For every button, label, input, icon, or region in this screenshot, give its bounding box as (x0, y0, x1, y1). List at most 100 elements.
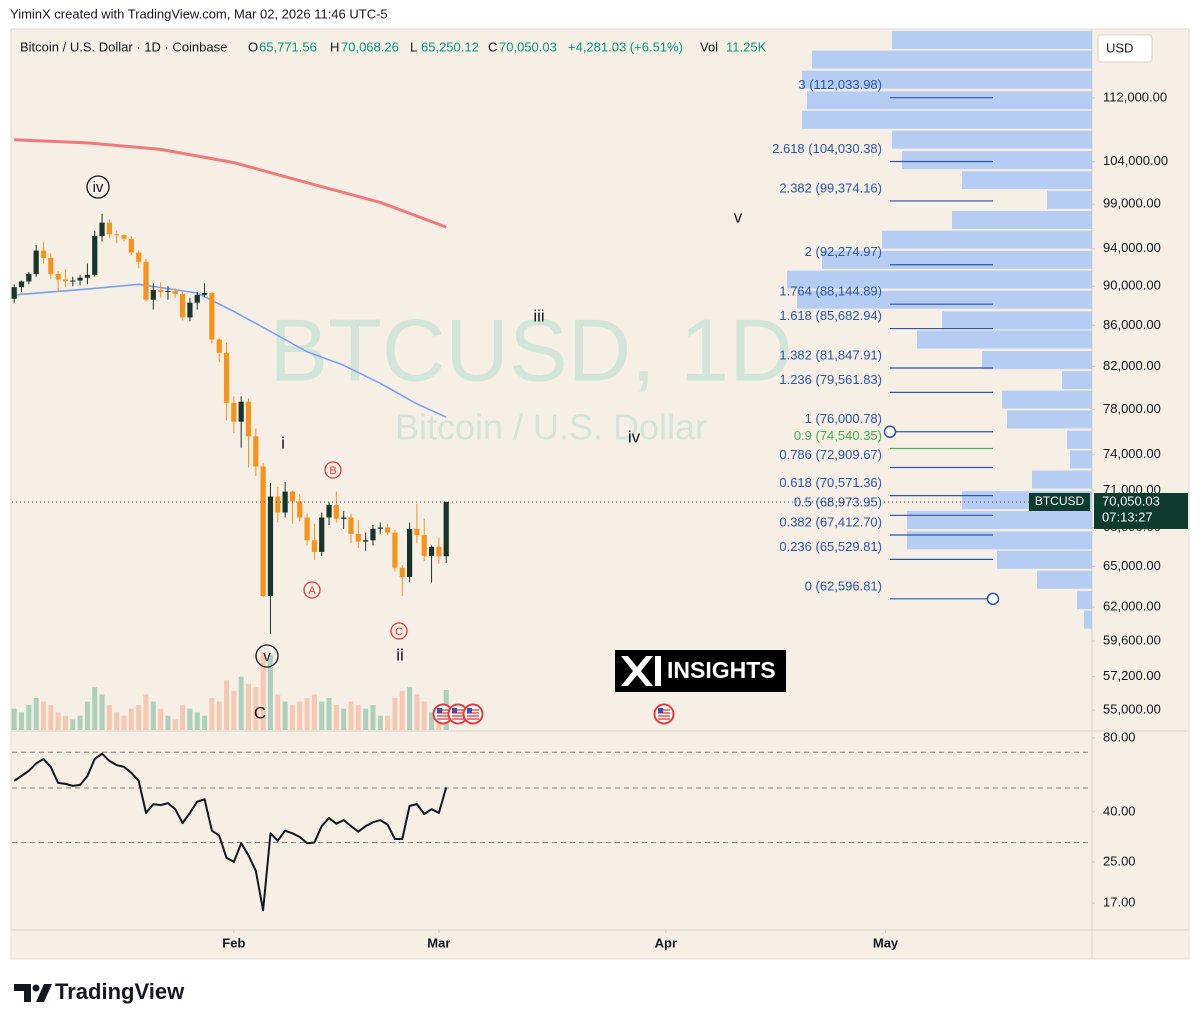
candle-body (26, 273, 32, 282)
legend-key: O (248, 39, 258, 54)
candle-body (55, 273, 61, 280)
wave-label: iv (628, 427, 641, 446)
y-tick-label: 59,600.00 (1103, 632, 1161, 647)
event-flag-canton (467, 708, 472, 713)
legend-vol-value: 11.25K (726, 39, 767, 54)
volume-bar (114, 712, 120, 730)
candle-body (40, 250, 47, 259)
volume-profile-row (1070, 450, 1092, 469)
volume-profile-row (787, 270, 1092, 289)
candle-body (282, 491, 288, 513)
candle-body (406, 528, 413, 578)
candle-body (99, 222, 105, 237)
legend-vol-key: Vol (700, 39, 718, 54)
price-tag-value: 70,050.03 (1102, 493, 1160, 508)
volume-bar (99, 694, 105, 730)
candle-body (11, 287, 17, 299)
rsi-line (13, 752, 448, 912)
volume-bar (106, 705, 112, 730)
volume-bar (202, 715, 208, 730)
fib-label: 1.236 (79,561.83) (779, 372, 882, 387)
fib-label: 0.5 (68,973.95) (794, 495, 882, 510)
rsi-tick-label: 25.00 (1103, 853, 1136, 868)
volume-profile-row (1037, 570, 1092, 589)
volume-profile-row (807, 91, 1092, 110)
volume-profile-row (1047, 190, 1092, 209)
y-tick-label: 82,000.00 (1103, 358, 1161, 373)
volume-bar (92, 687, 98, 730)
fib-label: 0.786 (72,909.67) (779, 447, 882, 462)
fib-handle (883, 425, 897, 439)
volume-profile-row (962, 171, 1092, 190)
candle-body (304, 517, 310, 541)
volume-bar (326, 697, 332, 730)
volume-profile-row (1002, 390, 1092, 409)
volume-bar (238, 676, 244, 730)
y-tick-label: 78,000.00 (1103, 401, 1161, 416)
wave-label: B (329, 465, 336, 477)
moving-average (14, 138, 447, 229)
volume-bar (414, 694, 420, 730)
volume-profile-row (1032, 470, 1092, 489)
wave-circle (255, 644, 279, 668)
wave-label: iv (93, 179, 104, 196)
symbol-tag-text: BTCUSD (1035, 494, 1085, 508)
wave-label: C (254, 703, 266, 722)
fib-label: 0.618 (70,571.36) (779, 475, 882, 490)
y-tick-label: 55,000.00 (1103, 702, 1161, 717)
candle-body (253, 436, 259, 467)
candle-body (209, 292, 215, 340)
fib-label: 1.764 (88,144.89) (779, 284, 882, 299)
volume-bar (48, 705, 54, 730)
rsi-tick-label: 40.00 (1103, 803, 1136, 818)
footer-brand: TradingView (55, 979, 185, 1004)
legend-key: H (330, 39, 339, 54)
volume-bar (11, 708, 17, 730)
wave-circle (303, 581, 321, 599)
candle-body (414, 528, 420, 536)
volume-bar (172, 719, 178, 730)
fib-label: 3 (112,033.98) (798, 77, 882, 92)
volume-profile-row (882, 230, 1092, 249)
price-tag-countdown: 07:13:27 (1102, 509, 1153, 524)
volume-bar (246, 683, 252, 730)
candle-body (136, 252, 142, 262)
candle-body (311, 540, 317, 552)
candle-body (421, 535, 427, 556)
fib-handle (986, 592, 1000, 606)
candle-body (121, 235, 127, 239)
volume-bar (377, 715, 383, 730)
candle-body (84, 274, 91, 278)
candle-body (106, 222, 112, 235)
candle-body (216, 339, 222, 353)
candle-body (348, 517, 354, 534)
fib-label: 1.618 (85,682.94) (779, 308, 882, 323)
brand-mark (621, 656, 661, 686)
volume-bar (267, 655, 273, 730)
wave-label: i (281, 433, 285, 452)
volume-bar (407, 687, 413, 730)
candle-body (326, 505, 332, 518)
volume-bar (55, 712, 61, 730)
volume-bar (19, 712, 25, 730)
candle-body (158, 290, 164, 292)
event-flag-canton (437, 708, 442, 713)
candle-body (370, 528, 376, 541)
candle-body (267, 496, 274, 597)
volume-bar (341, 708, 347, 730)
volume-bar (40, 701, 46, 730)
candle-body (238, 401, 244, 422)
volume-bar (333, 705, 339, 730)
footer-mark-dot (32, 984, 40, 992)
fib-label: 0.9 (74,540.35) (794, 428, 882, 443)
volume-profile-row (907, 510, 1092, 529)
candle-body (128, 238, 134, 253)
wave-circle (324, 461, 342, 479)
volume-bar (311, 694, 317, 730)
volume-profile-row (1007, 410, 1092, 429)
volume-bar (429, 712, 435, 730)
candle-body (377, 527, 383, 529)
volume-bar (289, 705, 295, 730)
screenshot-header: YiminX created with TradingView.com, Mar… (10, 6, 388, 21)
legend-value: 65,771.56 (259, 39, 317, 54)
